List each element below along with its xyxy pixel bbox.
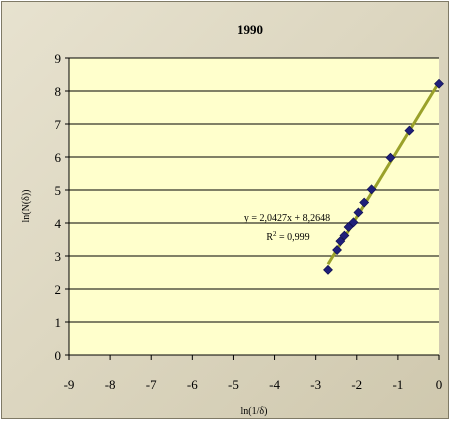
r-squared-label: R2 = 0,999 <box>266 230 309 243</box>
data-point <box>323 264 333 275</box>
x-tick-label: -1 <box>392 377 403 392</box>
x-tick-label: -3 <box>310 377 321 392</box>
y-tick-label: 7 <box>55 117 62 132</box>
data-point <box>335 236 346 247</box>
y-tick-labels: 0 1 2 3 4 5 6 7 8 9 <box>55 51 62 363</box>
data-point <box>366 184 377 195</box>
y-tick-label: 1 <box>55 315 62 330</box>
x-tick-label: -2 <box>351 377 362 392</box>
data-point <box>353 207 364 218</box>
r-squared-prefix: R <box>266 232 273 243</box>
data-point <box>385 152 396 163</box>
y-tick-label: 9 <box>55 51 62 66</box>
gridlines <box>69 57 439 323</box>
r-squared-value: = 0,999 <box>277 232 310 243</box>
chart-title: 1990 <box>237 22 263 37</box>
data-point <box>343 222 354 232</box>
y-tick-label: 3 <box>55 249 62 264</box>
data-point <box>339 230 350 241</box>
y-axis-label: ln(N(δ)) <box>21 189 32 222</box>
y-tick-label: 2 <box>55 282 62 297</box>
y-tick-label: 0 <box>55 348 62 363</box>
r-squared-superscript: 2 <box>273 230 277 238</box>
x-tick-label: -7 <box>146 377 157 392</box>
x-tick-labels: -9 -8 -7 -6 -5 -4 -3 -2 -1 0 <box>64 377 443 392</box>
data-point <box>434 78 444 89</box>
y-tick-label: 4 <box>55 216 62 231</box>
data-point <box>332 245 342 255</box>
data-point <box>404 125 415 136</box>
x-axis-label: ln(1/δ) <box>241 406 268 417</box>
data-points <box>323 78 444 275</box>
x-tick-label: -8 <box>105 377 116 392</box>
axes <box>65 57 440 360</box>
y-tick-label: 6 <box>55 150 62 165</box>
x-tick-label: -6 <box>187 377 198 392</box>
data-point <box>348 217 359 228</box>
y-tick-label: 8 <box>55 84 62 99</box>
data-point <box>359 197 370 208</box>
y-tick-label: 5 <box>55 183 62 198</box>
x-tick-label: -9 <box>64 377 75 392</box>
x-tick-label: -5 <box>228 377 239 392</box>
trendline-equation: y = 2,0427x + 8,2648 <box>244 213 330 224</box>
x-tick-label: -4 <box>269 377 280 392</box>
x-tick-label: 0 <box>436 377 443 392</box>
plot-area <box>69 58 439 355</box>
